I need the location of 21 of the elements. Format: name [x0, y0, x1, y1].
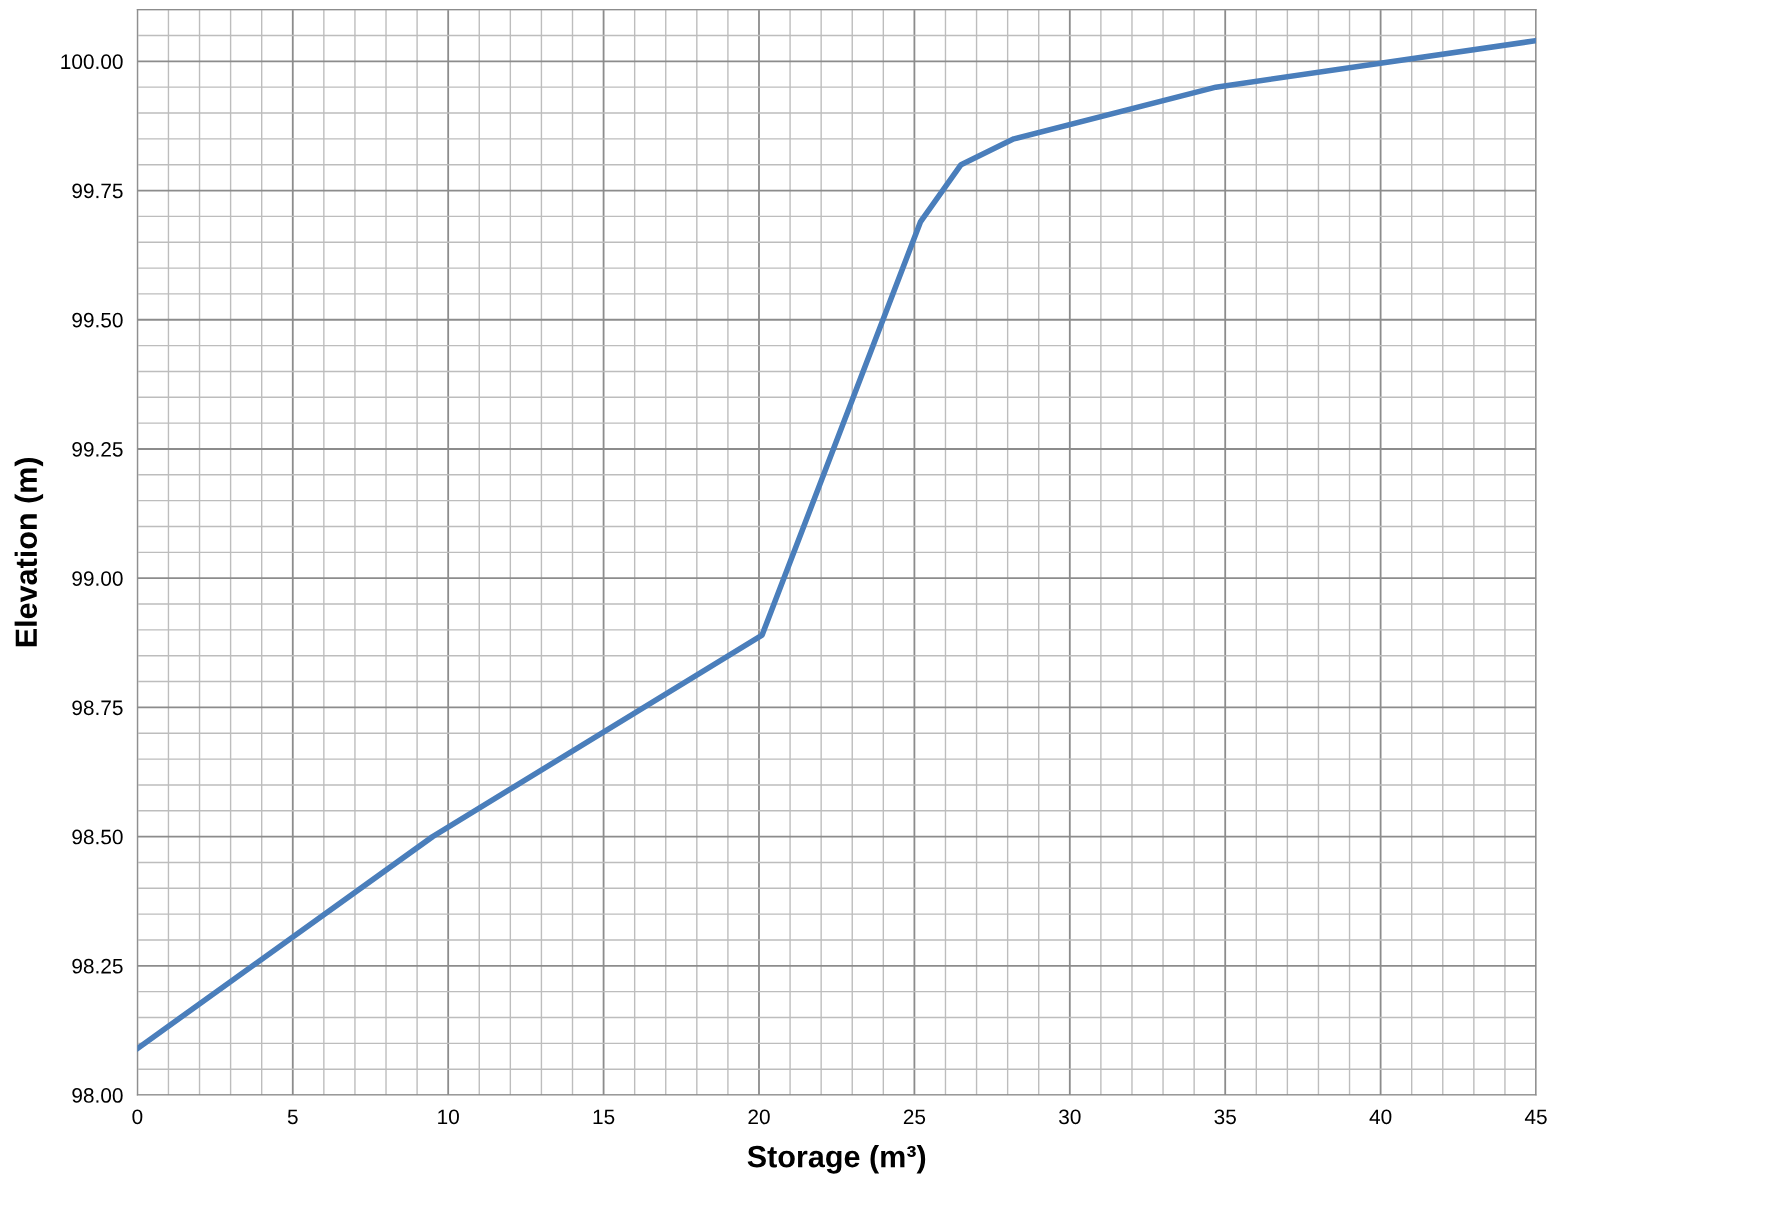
y-tick-label: 99.75 — [72, 183, 123, 199]
y-tick-label: 98.25 — [72, 958, 123, 974]
x-tick-label: 0 — [132, 1109, 143, 1125]
x-tick-label: 40 — [1369, 1109, 1392, 1125]
x-tick-label: 15 — [593, 1109, 615, 1125]
y-tick-label: 100.00 — [61, 54, 123, 70]
x-tick-label: 45 — [1524, 1109, 1547, 1125]
y-tick-label: 98.50 — [72, 829, 123, 845]
x-tick-label: 10 — [438, 1109, 459, 1125]
y-axis-title: Elevation (m) — [14, 457, 44, 647]
y-tick-label: 98.75 — [72, 700, 123, 716]
x-tick-label: 25 — [903, 1109, 926, 1125]
y-tick-label: 99.50 — [72, 312, 123, 328]
y-tick-label: 99.25 — [72, 441, 123, 457]
x-tick-label: 35 — [1214, 1109, 1236, 1125]
y-tick-label: 99.00 — [72, 571, 123, 586]
x-tick-label: 5 — [287, 1109, 298, 1125]
y-tick-label: 98.00 — [72, 1088, 123, 1103]
x-axis-title: Storage (m³) — [747, 1145, 926, 1174]
x-tick-label: 30 — [1059, 1109, 1081, 1125]
x-tick-label: 20 — [748, 1109, 770, 1125]
